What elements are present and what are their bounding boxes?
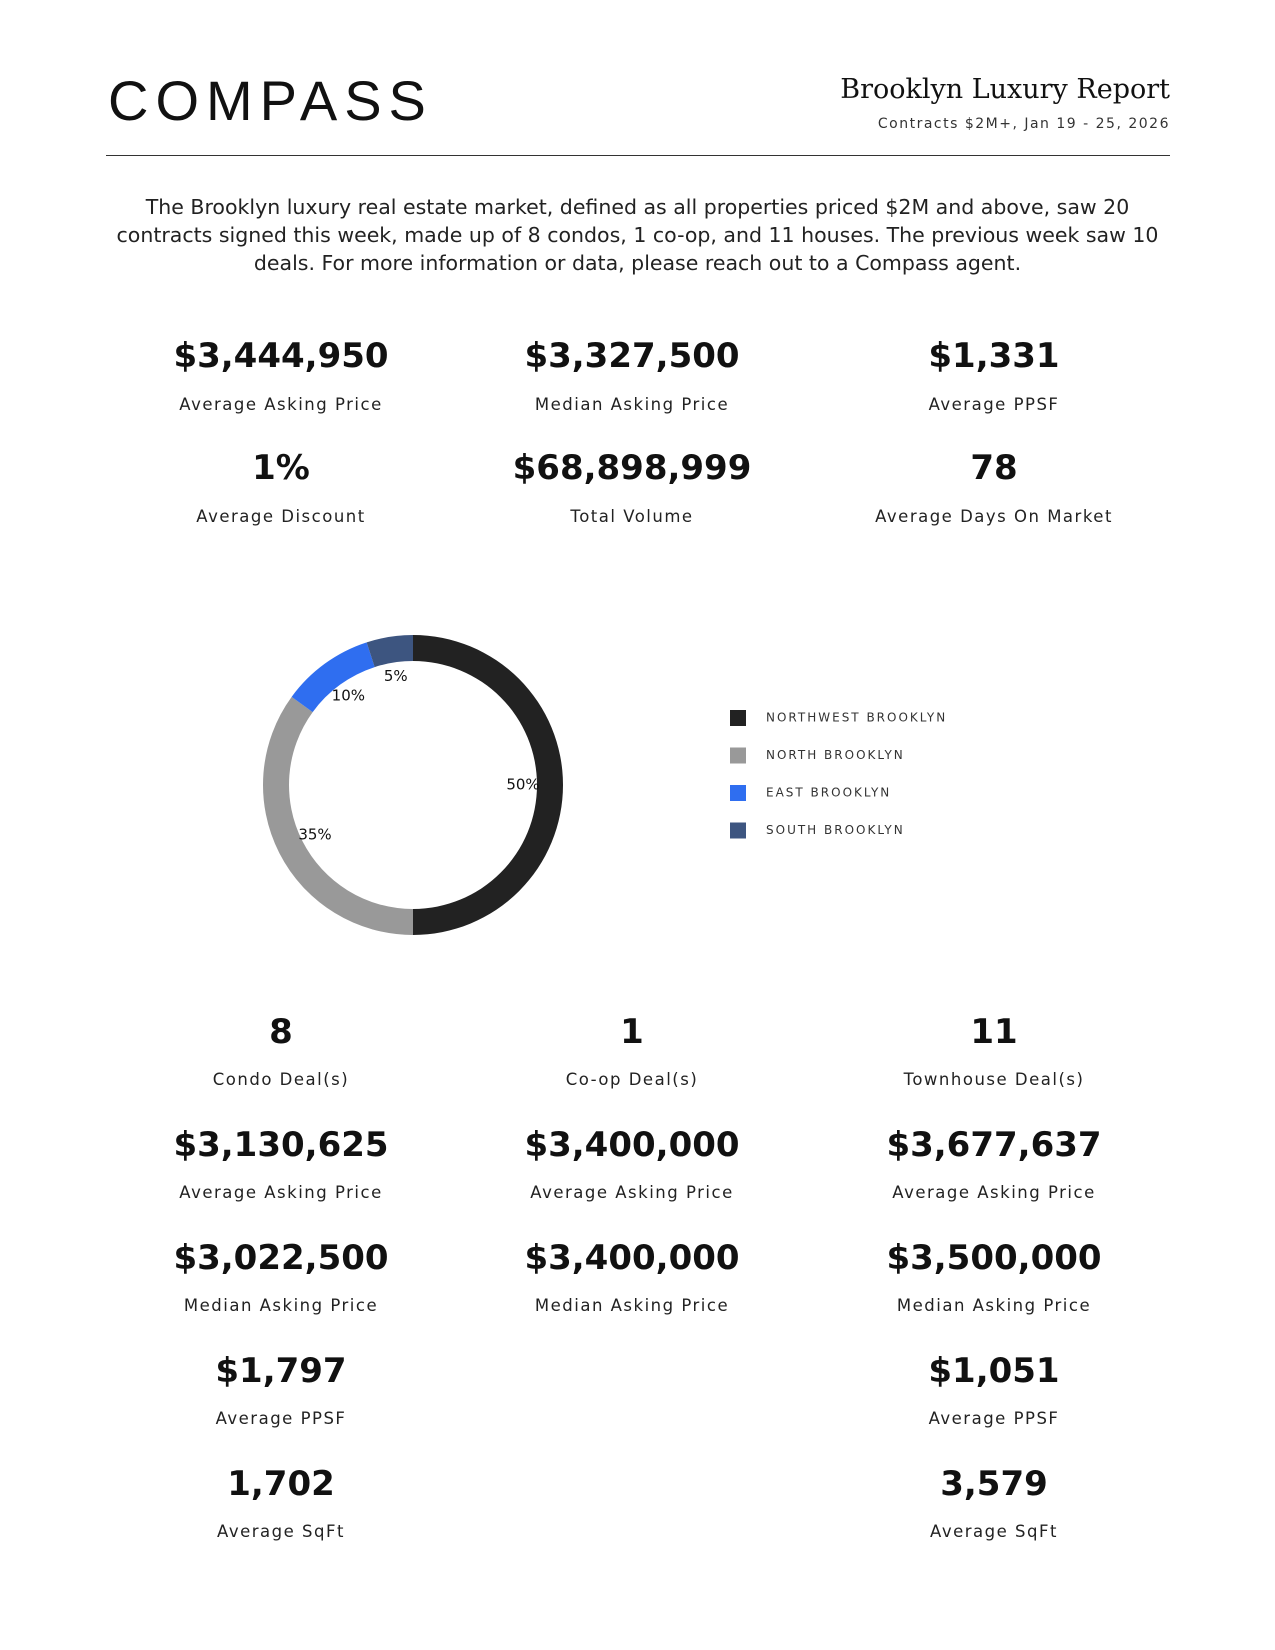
type-stat-value: 1 xyxy=(620,1012,644,1052)
type-stat-value: 8 xyxy=(269,1012,293,1052)
stat-label: Average Days On Market xyxy=(875,507,1113,526)
pie-slice xyxy=(291,642,375,713)
slice-label: 35% xyxy=(298,825,331,843)
legend-label: EAST BROOKLYN xyxy=(766,786,891,800)
pie-slice xyxy=(263,696,413,935)
stat-label: Total Volume xyxy=(570,507,694,526)
type-stat-label: Average SqFt xyxy=(217,1522,345,1541)
type-stat-label: Average PPSF xyxy=(928,1409,1060,1428)
stat-label: Median Asking Price xyxy=(534,395,730,414)
type-stat-label: Condo Deal(s) xyxy=(212,1070,350,1089)
legend-label: NORTH BROOKLYN xyxy=(766,748,905,762)
stat-value: 1% xyxy=(252,448,310,488)
type-stat-value: 11 xyxy=(970,1012,1018,1052)
slice-label: 10% xyxy=(332,687,365,705)
stat-value: $68,898,999 xyxy=(512,448,752,488)
stat-label: Average Discount xyxy=(196,507,366,526)
type-stat-value: 1,702 xyxy=(227,1464,335,1504)
type-stat-value: $3,022,500 xyxy=(173,1238,389,1278)
stat-value: $1,331 xyxy=(928,336,1060,376)
type-stat-value: $3,400,000 xyxy=(524,1125,740,1165)
type-stat-label: Median Asking Price xyxy=(896,1296,1092,1315)
type-stat-label: Average Asking Price xyxy=(179,1183,383,1202)
legend-label: NORTHWEST BROOKLYN xyxy=(766,711,947,725)
type-stat-value: $3,500,000 xyxy=(886,1238,1102,1278)
legend-swatch xyxy=(730,822,746,839)
legend-label: SOUTH BROOKLYN xyxy=(766,823,905,837)
type-stat-label: Average PPSF xyxy=(215,1409,347,1428)
type-stat-value: $3,130,625 xyxy=(173,1125,389,1165)
type-stat-label: Co-op Deal(s) xyxy=(565,1070,699,1089)
type-stat-value: $1,797 xyxy=(215,1351,347,1391)
slice-label: 50% xyxy=(506,776,539,794)
pie-slice xyxy=(413,635,563,935)
stat-value: 78 xyxy=(970,448,1018,488)
legend-swatch xyxy=(730,710,746,726)
type-stat-label: Average Asking Price xyxy=(892,1183,1096,1202)
logo: COMPASS xyxy=(108,69,433,132)
intro-text: The Brooklyn luxury real estate market, … xyxy=(116,195,1159,275)
legend-swatch xyxy=(730,747,746,764)
type-stat-value: $1,051 xyxy=(928,1351,1060,1391)
type-stat-value: $3,677,637 xyxy=(886,1125,1102,1165)
stat-label: Average PPSF xyxy=(928,395,1060,414)
legend-swatch xyxy=(730,785,746,801)
pie-slice xyxy=(366,635,413,668)
type-stat-value: 3,579 xyxy=(940,1464,1048,1504)
type-stat-label: Townhouse Deal(s) xyxy=(903,1070,1085,1089)
slice-label: 5% xyxy=(384,667,408,685)
report-subtitle: Contracts $2M+, Jan 19 - 25, 2026 xyxy=(877,116,1170,132)
stat-value: $3,327,500 xyxy=(524,336,740,376)
type-stat-label: Median Asking Price xyxy=(183,1296,379,1315)
type-stat-label: Average Asking Price xyxy=(530,1183,734,1202)
report-title: Brooklyn Luxury Report xyxy=(840,74,1170,105)
type-stat-label: Median Asking Price xyxy=(534,1296,730,1315)
divider xyxy=(106,155,1170,156)
type-stat-label: Average SqFt xyxy=(930,1522,1058,1541)
stat-label: Average Asking Price xyxy=(179,395,383,414)
stat-value: $3,444,950 xyxy=(173,336,389,376)
type-stat-value: $3,400,000 xyxy=(524,1238,740,1278)
